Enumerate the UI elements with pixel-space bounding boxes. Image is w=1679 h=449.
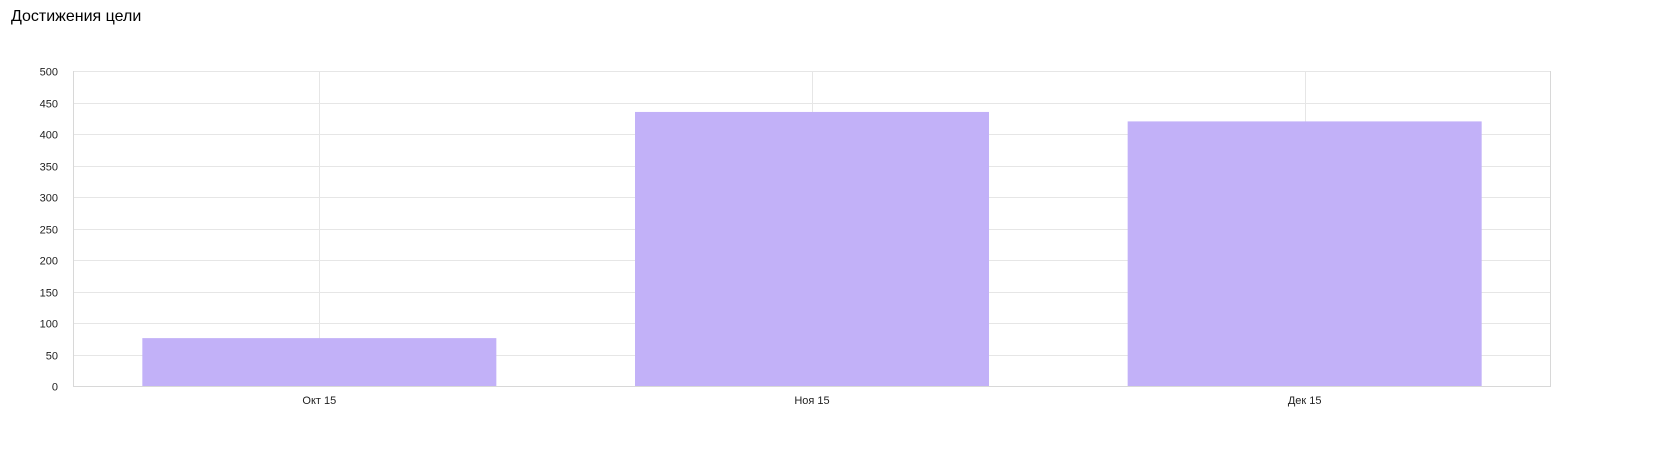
y-tick-label: 50 bbox=[46, 351, 58, 363]
x-tick-label: Окт 15 bbox=[302, 395, 336, 407]
bar-series bbox=[142, 111, 1482, 387]
x-axis-ticks: Окт 15 Ноя 15 Дек 15 bbox=[302, 395, 1321, 407]
y-tick-label: 500 bbox=[40, 67, 58, 79]
y-tick-label: 250 bbox=[40, 225, 58, 237]
y-tick-label: 200 bbox=[40, 256, 58, 268]
bar[interactable] bbox=[1127, 121, 1482, 387]
y-axis-ticks: 0 50 100 150 200 250 300 350 400 450 500 bbox=[40, 67, 58, 394]
y-tick-label: 350 bbox=[40, 162, 58, 174]
chart-title: Достижения цели bbox=[11, 8, 142, 25]
y-tick-label: 400 bbox=[40, 130, 58, 142]
y-tick-label: 300 bbox=[40, 193, 58, 205]
bar[interactable] bbox=[142, 338, 497, 386]
y-tick-label: 100 bbox=[40, 319, 58, 331]
x-tick-label: Дек 15 bbox=[1288, 395, 1322, 407]
y-tick-label: 150 bbox=[40, 288, 58, 300]
bar[interactable] bbox=[635, 111, 989, 386]
x-tick-label: Ноя 15 bbox=[794, 395, 829, 407]
y-tick-label: 450 bbox=[40, 99, 58, 111]
y-tick-label: 0 bbox=[52, 382, 58, 394]
